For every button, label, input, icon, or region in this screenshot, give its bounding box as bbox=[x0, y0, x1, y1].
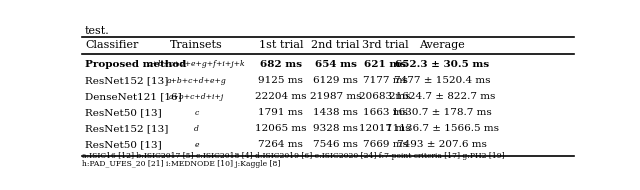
Text: 9328 ms: 9328 ms bbox=[313, 124, 358, 133]
Text: 12065 ms: 12065 ms bbox=[255, 124, 307, 133]
Text: ResNet152 [13]: ResNet152 [13] bbox=[85, 124, 168, 133]
Text: 3rd trial: 3rd trial bbox=[362, 40, 408, 51]
Text: 1438 ms: 1438 ms bbox=[313, 108, 358, 117]
Text: 7669 ms: 7669 ms bbox=[363, 140, 408, 150]
Text: Average: Average bbox=[419, 40, 465, 51]
Text: 682 ms: 682 ms bbox=[260, 60, 302, 69]
Text: a+b+c+d+e+g: a+b+c+d+e+g bbox=[166, 77, 227, 85]
Text: ResNet50 [13]: ResNet50 [13] bbox=[85, 140, 162, 150]
Text: 6129 ms: 6129 ms bbox=[313, 76, 358, 85]
Text: 1630.7 ± 178.7 ms: 1630.7 ± 178.7 ms bbox=[392, 108, 492, 117]
Text: 1st trial: 1st trial bbox=[259, 40, 303, 51]
Text: 21987 ms: 21987 ms bbox=[310, 92, 361, 101]
Text: 2nd trial: 2nd trial bbox=[311, 40, 360, 51]
Text: 621 ms: 621 ms bbox=[364, 60, 406, 69]
Text: Trainsets: Trainsets bbox=[170, 40, 223, 51]
Text: a:ISIC16 [12] b:ISIC2017 [5] c:ISIC2018 [4] d:ISIC2019 [6] e:ISIC2020 [24] f:7-p: a:ISIC16 [12] b:ISIC2017 [5] c:ISIC2018 … bbox=[83, 152, 505, 160]
Text: 7264 ms: 7264 ms bbox=[259, 140, 303, 150]
Text: 654 ms: 654 ms bbox=[314, 60, 356, 69]
Text: Classifier: Classifier bbox=[85, 40, 138, 51]
Text: Proposed method: Proposed method bbox=[85, 60, 186, 69]
Text: 7177 ms: 7177 ms bbox=[363, 76, 408, 85]
Text: test.: test. bbox=[85, 26, 109, 36]
Text: 652.3 ± 30.5 ms: 652.3 ± 30.5 ms bbox=[395, 60, 489, 69]
Text: 9125 ms: 9125 ms bbox=[259, 76, 303, 85]
Text: h:PAD_UFES_20 [21] i:MEDNODE [10] j:Kaggle [8]: h:PAD_UFES_20 [21] i:MEDNODE [10] j:Kagg… bbox=[83, 160, 281, 168]
Text: d: d bbox=[194, 125, 199, 133]
Text: 7546 ms: 7546 ms bbox=[313, 140, 358, 150]
Text: 1663 ms: 1663 ms bbox=[363, 108, 408, 117]
Text: 12017 ms: 12017 ms bbox=[359, 124, 411, 133]
Text: a+b+c+d+e+g+f+i+j+k: a+b+c+d+e+g+f+i+j+k bbox=[148, 60, 245, 69]
Text: 22204 ms: 22204 ms bbox=[255, 92, 307, 101]
Text: DenseNet121 [16]: DenseNet121 [16] bbox=[85, 92, 182, 101]
Text: e: e bbox=[195, 141, 199, 149]
Text: a+b+c+d+i+j: a+b+c+d+i+j bbox=[169, 93, 224, 101]
Text: 1791 ms: 1791 ms bbox=[259, 108, 303, 117]
Text: ResNet50 [13]: ResNet50 [13] bbox=[85, 108, 162, 117]
Text: 7493 ± 207.6 ms: 7493 ± 207.6 ms bbox=[397, 140, 487, 150]
Text: 11136.7 ± 1566.5 ms: 11136.7 ± 1566.5 ms bbox=[385, 124, 499, 133]
Text: 20683 ms: 20683 ms bbox=[359, 92, 411, 101]
Text: ResNet152 [13]: ResNet152 [13] bbox=[85, 76, 168, 85]
Text: 7477 ± 1520.4 ms: 7477 ± 1520.4 ms bbox=[394, 76, 490, 85]
Text: 21624.7 ± 822.7 ms: 21624.7 ± 822.7 ms bbox=[389, 92, 495, 101]
Text: c: c bbox=[195, 109, 198, 117]
